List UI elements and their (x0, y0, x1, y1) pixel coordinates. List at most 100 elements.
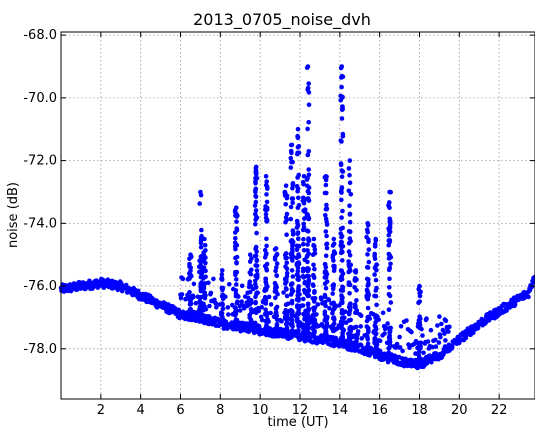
data-point (284, 266, 290, 272)
data-point (294, 225, 300, 230)
data-point (266, 319, 271, 324)
data-point (247, 259, 253, 264)
data-point (306, 102, 312, 108)
data-point (226, 312, 231, 317)
data-point (306, 277, 312, 283)
data-point (365, 341, 371, 347)
data-point (202, 290, 207, 295)
data-point (213, 301, 219, 306)
data-point (332, 306, 337, 312)
data-point (397, 345, 403, 350)
data-point (301, 237, 306, 242)
data-point (253, 281, 258, 287)
data-point (288, 292, 294, 297)
data-point (282, 193, 288, 198)
data-point (330, 291, 336, 296)
data-point (386, 242, 392, 248)
data-point (347, 252, 353, 258)
data-point (296, 298, 301, 303)
data-point (262, 326, 268, 331)
y-tick-label: -78.0 (23, 342, 57, 357)
data-point (359, 336, 365, 341)
data-point (264, 192, 269, 197)
data-point (324, 190, 329, 196)
data-point (296, 304, 301, 309)
data-point (274, 273, 280, 279)
data-point (338, 226, 344, 232)
data-point (380, 310, 386, 316)
data-point (296, 333, 302, 338)
data-point (301, 242, 306, 247)
data-point (300, 274, 306, 279)
x-tick-label: 14 (332, 403, 349, 418)
data-point (207, 303, 212, 309)
data-point (306, 326, 312, 331)
data-point (306, 81, 312, 86)
data-point (387, 219, 393, 225)
data-point (201, 265, 207, 270)
data-point (295, 236, 301, 241)
data-point (254, 230, 259, 236)
data-point (400, 348, 405, 354)
data-point (324, 219, 329, 225)
data-point (197, 201, 202, 206)
data-point (288, 155, 294, 161)
data-point (247, 289, 253, 295)
data-point (347, 203, 352, 208)
data-point (304, 254, 310, 260)
data-point (295, 126, 301, 132)
data-point (197, 312, 203, 318)
data-point (289, 328, 295, 333)
data-point (323, 229, 329, 234)
data-point (305, 229, 311, 234)
data-point (306, 167, 312, 172)
data-points (58, 64, 535, 371)
data-point (365, 221, 371, 226)
data-point (354, 287, 359, 293)
data-point (504, 308, 509, 313)
data-point (323, 336, 329, 342)
data-point (443, 338, 448, 343)
data-point (364, 234, 369, 240)
data-point (365, 314, 371, 320)
data-point (225, 305, 231, 310)
data-point (295, 189, 300, 194)
data-point (296, 322, 301, 328)
data-point (323, 269, 329, 275)
data-point (355, 329, 361, 334)
data-point (290, 274, 296, 279)
data-point (387, 189, 392, 195)
data-point (301, 201, 307, 206)
data-point (532, 274, 535, 280)
data-point (366, 277, 371, 282)
data-point (425, 339, 431, 344)
data-point (289, 312, 295, 318)
data-point (311, 273, 316, 279)
data-point (365, 330, 371, 335)
data-point (365, 325, 371, 331)
data-point (301, 296, 306, 302)
data-point (386, 307, 392, 313)
data-point (232, 270, 238, 275)
data-point (199, 280, 204, 285)
data-point (352, 325, 358, 330)
data-point (305, 64, 311, 69)
data-point (348, 192, 354, 197)
data-point (202, 236, 207, 242)
data-point (234, 277, 239, 282)
data-point (284, 232, 289, 237)
data-point (283, 329, 289, 334)
data-point (372, 244, 378, 249)
data-point (322, 292, 328, 298)
data-point (248, 283, 254, 289)
data-point (304, 183, 310, 189)
data-point (232, 209, 238, 215)
data-point (373, 331, 379, 337)
data-point (324, 323, 330, 328)
data-point (290, 281, 295, 286)
data-point (372, 293, 377, 299)
data-point (264, 251, 269, 256)
data-point (416, 353, 422, 358)
data-point (365, 283, 371, 288)
